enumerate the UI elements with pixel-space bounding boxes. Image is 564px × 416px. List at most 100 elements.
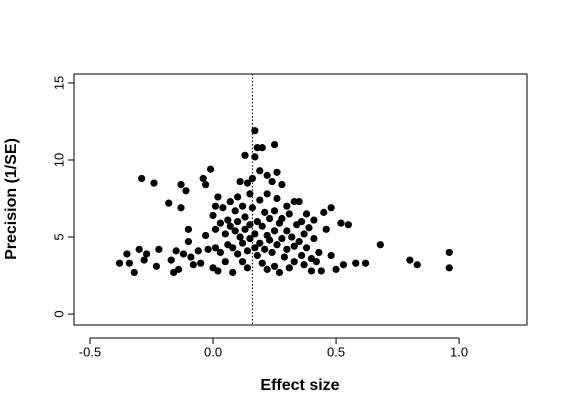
point	[352, 259, 360, 267]
point	[226, 197, 234, 206]
point	[298, 251, 306, 260]
point	[251, 230, 259, 238]
point	[310, 216, 318, 224]
point	[248, 204, 256, 212]
point	[258, 144, 266, 152]
point	[243, 264, 252, 272]
point	[283, 227, 291, 235]
x-axis-label: Effect size	[260, 377, 339, 394]
point	[177, 181, 185, 189]
point	[214, 193, 222, 201]
point	[241, 151, 249, 159]
point	[177, 204, 185, 212]
point	[216, 248, 225, 257]
point	[241, 213, 249, 221]
point	[263, 190, 271, 198]
point	[413, 261, 421, 269]
point	[238, 202, 247, 210]
point	[278, 214, 286, 223]
point	[302, 244, 311, 252]
point	[189, 261, 197, 269]
point	[197, 259, 205, 267]
point	[315, 248, 323, 257]
y-tick-label: 0	[51, 310, 66, 317]
point	[300, 230, 308, 238]
point	[278, 181, 286, 189]
point	[182, 187, 190, 195]
point	[270, 140, 279, 149]
point	[140, 256, 148, 264]
point	[224, 216, 232, 224]
point	[216, 219, 225, 227]
point	[231, 207, 239, 215]
point	[320, 208, 328, 216]
point	[234, 193, 242, 201]
point	[251, 153, 259, 161]
point	[263, 171, 271, 179]
point	[125, 259, 133, 267]
point	[246, 221, 254, 229]
point	[204, 245, 212, 253]
point	[256, 196, 264, 204]
x-tick-label: 1.0	[450, 344, 468, 359]
point	[202, 181, 210, 189]
point	[283, 202, 291, 210]
point	[253, 218, 261, 226]
point	[307, 267, 316, 275]
point	[226, 222, 234, 230]
point	[312, 258, 320, 266]
point	[138, 174, 146, 183]
point	[234, 250, 242, 258]
point	[155, 245, 163, 253]
point	[261, 208, 269, 216]
point	[283, 245, 291, 253]
point	[184, 238, 193, 246]
point	[211, 244, 220, 252]
point	[261, 245, 269, 253]
point	[300, 261, 308, 269]
plot-box	[73, 73, 528, 326]
point	[305, 224, 313, 232]
point	[243, 247, 252, 255]
point	[406, 256, 414, 264]
point	[253, 251, 261, 260]
point	[238, 239, 247, 247]
point	[270, 227, 279, 235]
point	[211, 202, 220, 210]
point	[278, 234, 286, 243]
point	[221, 230, 229, 238]
point	[135, 245, 143, 253]
y-tick-label: 15	[51, 76, 66, 90]
point	[317, 267, 325, 275]
point	[275, 268, 284, 277]
point	[327, 204, 335, 212]
point	[236, 233, 244, 241]
point	[337, 219, 345, 227]
point	[285, 210, 293, 218]
point	[241, 225, 249, 233]
point	[253, 144, 261, 152]
point	[123, 250, 131, 258]
point	[285, 264, 293, 272]
point	[130, 268, 138, 277]
point	[248, 174, 256, 183]
x-tick-label: 0.0	[204, 344, 222, 359]
point	[194, 247, 202, 255]
point	[202, 231, 210, 240]
point	[150, 179, 158, 187]
point	[273, 168, 281, 176]
point	[298, 218, 306, 226]
point	[302, 210, 311, 218]
y-axis-label: Precision (1/SE)	[3, 138, 20, 260]
point	[165, 199, 173, 207]
point	[115, 259, 124, 267]
point	[187, 253, 195, 261]
point	[251, 244, 259, 252]
point	[246, 190, 254, 198]
point	[256, 167, 264, 175]
point	[288, 233, 296, 241]
point	[258, 222, 266, 230]
point	[339, 261, 348, 269]
point	[234, 218, 242, 226]
